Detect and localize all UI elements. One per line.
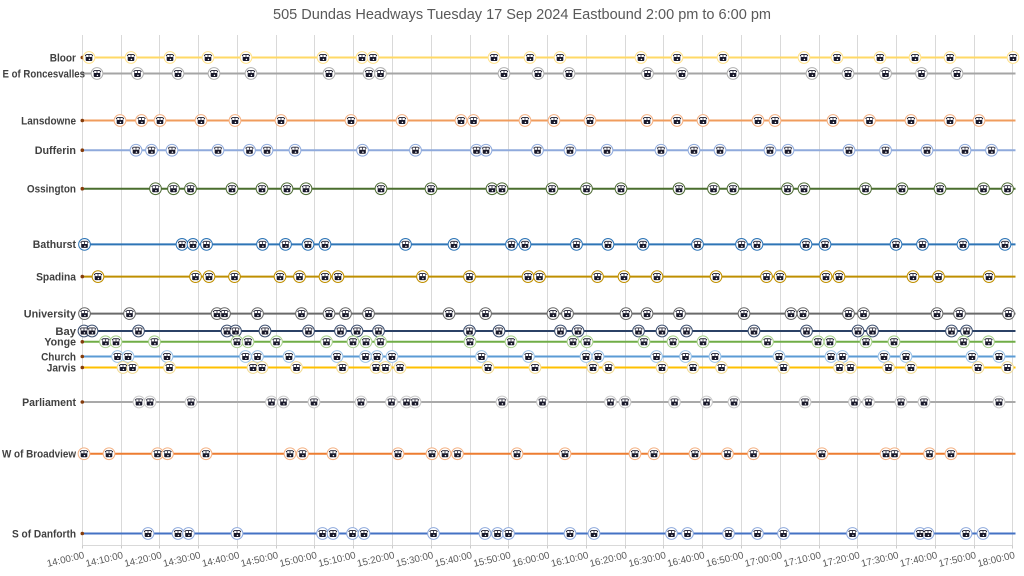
- svg-text:505 Dundas Headways Tuesday 17: 505 Dundas Headways Tuesday 17 Sep 2024 …: [273, 6, 771, 23]
- svg-text:Lansdowne: Lansdowne: [21, 115, 76, 127]
- svg-text:Bloor: Bloor: [50, 52, 77, 64]
- svg-text:Spadina: Spadina: [36, 271, 77, 283]
- svg-text:W of Broadview: W of Broadview: [2, 449, 77, 461]
- svg-text:Ossington: Ossington: [27, 184, 76, 196]
- svg-text:Jarvis: Jarvis: [47, 362, 76, 374]
- svg-text:E of Roncesvalles: E of Roncesvalles: [3, 68, 86, 80]
- svg-text:Parliament: Parliament: [22, 397, 76, 409]
- svg-text:Yonge: Yonge: [44, 337, 76, 349]
- svg-text:Church: Church: [41, 351, 76, 363]
- svg-text:Dufferin: Dufferin: [35, 145, 76, 157]
- svg-text:Bathurst: Bathurst: [33, 239, 77, 251]
- svg-text:University: University: [24, 308, 76, 320]
- svg-text:S of Danforth: S of Danforth: [12, 528, 76, 540]
- svg-text:Bay: Bay: [55, 326, 76, 338]
